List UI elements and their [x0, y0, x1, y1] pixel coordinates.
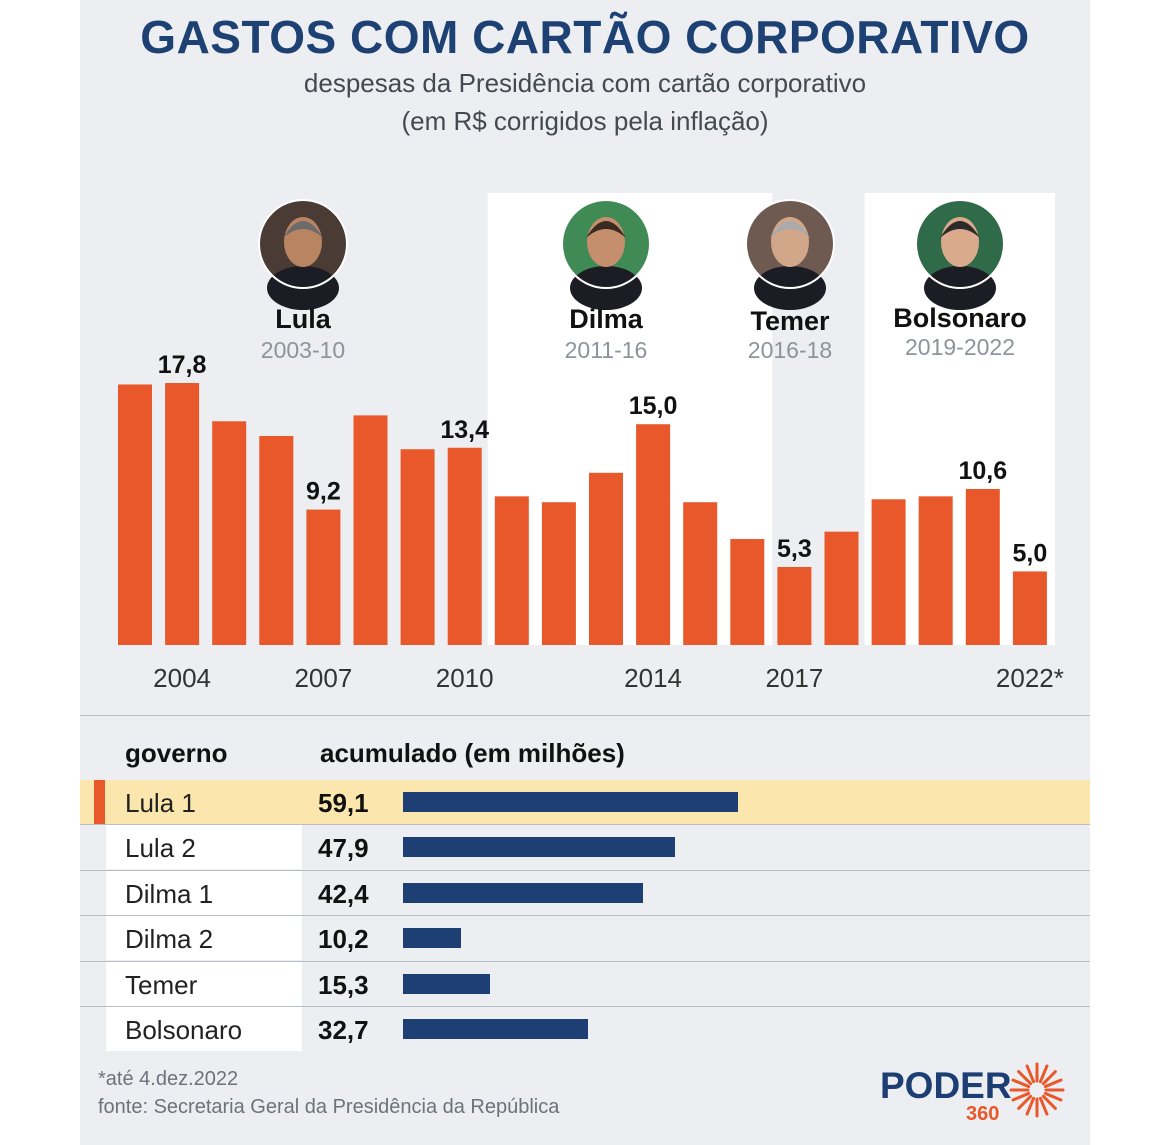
acumulado-value: 15,3: [318, 969, 369, 1000]
value-label-2014: 15,0: [629, 392, 678, 420]
bar-2006: [259, 435, 294, 645]
highlight-marker: [94, 780, 105, 824]
acumulado-value: 10,2: [318, 924, 369, 955]
x-tick-2022: 2022*: [996, 663, 1064, 693]
bar-2011: [494, 496, 529, 645]
value-label-2004: 17,8: [158, 351, 207, 379]
bar-2020: [918, 496, 953, 645]
section-divider: [80, 715, 1090, 716]
x-tick-2014: 2014: [624, 663, 682, 693]
table-header-acumulado: acumulado (em milhões): [320, 738, 625, 768]
value-label-2022: 5,0: [1013, 539, 1048, 567]
acumulado-value: 47,9: [318, 833, 369, 864]
dilma-portrait-icon: [561, 199, 651, 310]
governo-label: Lula 2: [125, 833, 196, 864]
governo-label: Bolsonaro: [125, 1015, 243, 1045]
bar-2004: [165, 383, 200, 645]
row-divider: [80, 960, 1090, 962]
president-years-lula: 2003-10: [261, 337, 345, 363]
table-row: Dilma 2 10,2: [80, 916, 1090, 961]
value-label-2021: 10,6: [958, 457, 1007, 485]
x-tick-2010: 2010: [436, 663, 494, 693]
governo-cell: [106, 916, 302, 961]
table-row: Lula 2 47,9: [80, 825, 1090, 870]
logo-word: PODER: [880, 1065, 1012, 1106]
president-years-bolsonaro: 2019-2022: [905, 334, 1015, 360]
value-label-2007: 9,2: [306, 478, 341, 506]
bar-2008: [353, 415, 388, 645]
governo-cell: [106, 870, 302, 915]
bar-2017: [777, 566, 812, 645]
president-name-lula: Lula: [275, 304, 331, 334]
governo-label: Dilma 1: [125, 878, 214, 909]
governo-label: Temer: [125, 969, 198, 1000]
bar-2015: [683, 502, 718, 645]
x-tick-2017: 2017: [765, 663, 823, 693]
bar-2009: [400, 449, 435, 645]
x-tick-2007: 2007: [294, 663, 352, 693]
acumulado-bar: [403, 1019, 589, 1039]
bar-2005: [212, 421, 247, 645]
bar-2003: [118, 384, 152, 645]
president-years-temer: 2016-18: [748, 337, 832, 363]
subtitle-line-2: (em R$ corrigidos pela inflação): [401, 106, 769, 136]
governo-cell: [106, 825, 302, 870]
logo-number: 360: [966, 1103, 999, 1125]
sun-icon: [1009, 1062, 1065, 1118]
governo-cell: [106, 961, 302, 1006]
acumulado-bar: [403, 928, 461, 949]
acumulado-value: 42,4: [318, 878, 369, 909]
acumulado-bar: [403, 882, 644, 903]
bar-2014: [636, 424, 671, 645]
row-divider: [80, 915, 1090, 917]
bolsonaro-portrait-icon: [915, 199, 1005, 310]
bar-2010: [447, 447, 482, 645]
governo-label: Dilma 2: [125, 924, 214, 955]
poder360-logo: PODER 360: [880, 1062, 1065, 1125]
bar-2022: [1012, 571, 1047, 645]
table-header-governo: governo: [125, 738, 228, 768]
subtitle-line-1: despesas da Presidência com cartão corpo…: [303, 68, 867, 98]
page-title: GASTOS COM CARTÃO CORPORATIVO: [140, 11, 1030, 63]
acumulado-value: 32,7: [318, 1015, 369, 1045]
president-name-bolsonaro: Bolsonaro: [893, 303, 1027, 333]
acumulado-bar: [403, 973, 490, 994]
temer-portrait-icon: [745, 199, 835, 310]
governo-cell: [106, 1007, 302, 1051]
lula-portrait-icon: [258, 199, 348, 310]
bar-2016: [730, 539, 765, 645]
bar-2012: [541, 502, 576, 645]
row-divider: [80, 1006, 1090, 1007]
president-name-dilma: Dilma: [569, 304, 644, 334]
table-row: Lula 1 59,1: [80, 780, 1090, 824]
acumulado-bar: [403, 792, 738, 812]
table-row: Temer 15,3: [80, 961, 1090, 1006]
annual-spending-bar-chart: 17,8 9,2 13,4 15,0 5,3 10,6 5,0 2004 2007 2010 201…: [118, 193, 1064, 693]
footnote: *até 4.dez.2022: [98, 1068, 239, 1090]
row-divider: [80, 869, 1090, 871]
source-note: fonte: Secretaria Geral da Presidência d…: [98, 1096, 560, 1118]
value-label-2017: 5,3: [777, 535, 812, 563]
president-name-temer: Temer: [750, 306, 830, 336]
acumulado-value: 59,1: [318, 788, 369, 818]
table-row: Dilma 1 42,4: [80, 870, 1090, 915]
bar-2021: [965, 488, 1000, 645]
value-label-2010: 13,4: [440, 416, 489, 444]
x-tick-2004: 2004: [153, 663, 211, 693]
table-row: Bolsonaro 32,7: [80, 1007, 1090, 1051]
bar-2019: [871, 499, 906, 645]
acumulado-bar: [403, 837, 675, 858]
president-years-dilma: 2011-16: [565, 337, 648, 363]
governo-label: Lula 1: [125, 788, 196, 818]
row-divider: [80, 824, 1090, 826]
bar-2007: [306, 509, 341, 645]
bar-2013: [589, 472, 623, 645]
bar-2018: [824, 531, 859, 645]
